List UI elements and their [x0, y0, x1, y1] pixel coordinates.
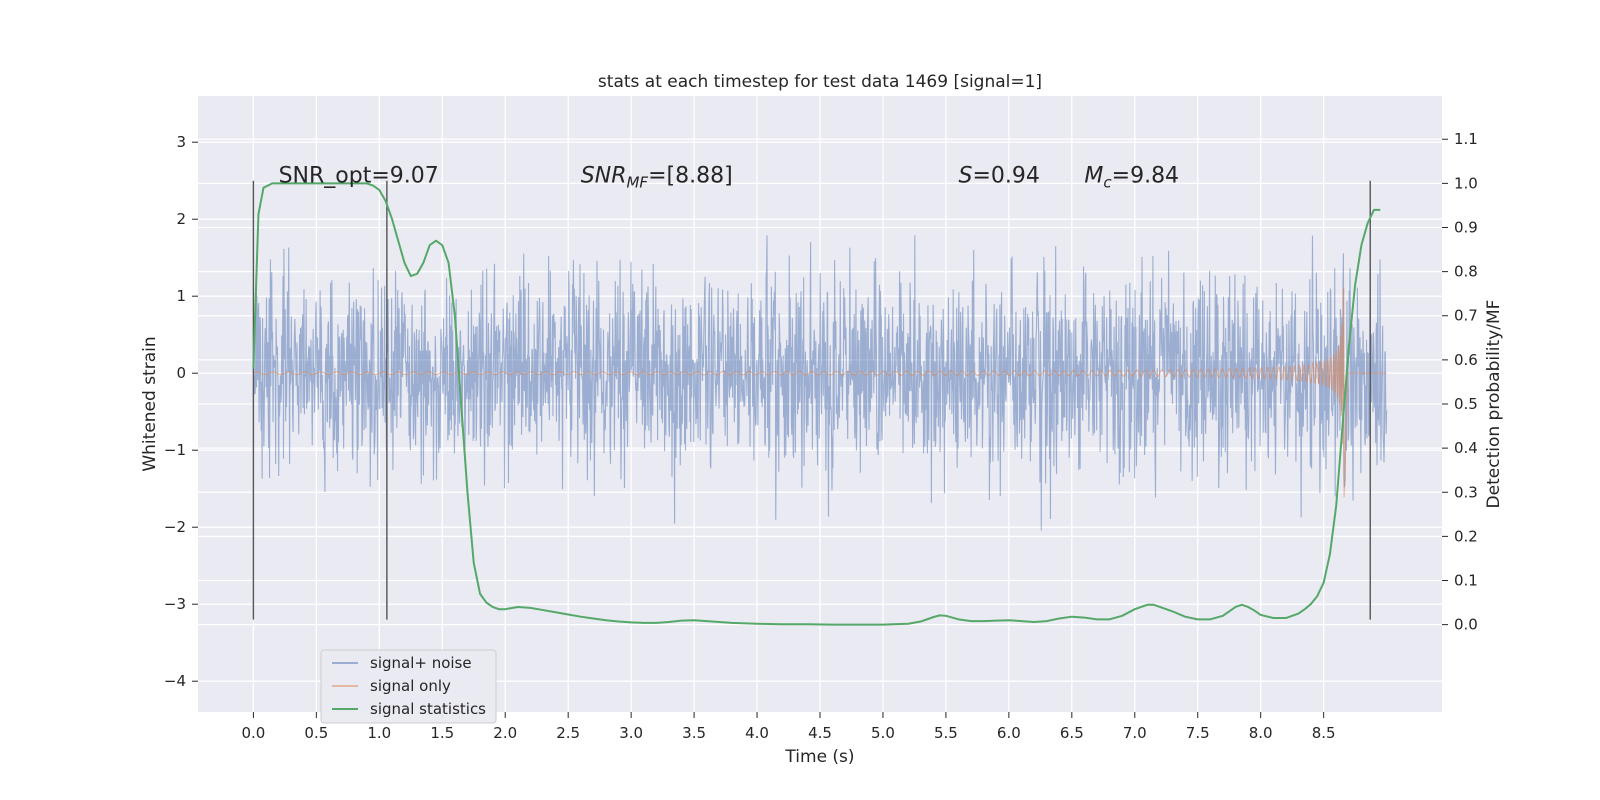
legend-label-signal-only: signal only	[370, 677, 451, 695]
legend: signal+ noise signal only signal statist…	[320, 649, 497, 724]
right-tick-label: 0.5	[1454, 395, 1478, 413]
x-tick-label: 6.0	[997, 724, 1021, 742]
annotation-text: SNR_opt=9.07	[279, 164, 439, 189]
right-tick-label: 1.1	[1454, 130, 1478, 148]
x-tick-label: 1.0	[367, 724, 391, 742]
right-tick-label: 0.0	[1454, 616, 1478, 634]
series-signal-plus-noise	[252, 235, 1388, 531]
x-tick-label: 7.0	[1123, 724, 1147, 742]
legend-label-signal-plus-noise: signal+ noise	[370, 654, 472, 672]
annotation-text: SNRMF=[8.88]	[581, 164, 733, 192]
y-tick-label: −3	[164, 595, 186, 613]
x-tick-label: 7.5	[1186, 724, 1210, 742]
right-axis-label: Detection probability/MF	[1484, 300, 1504, 509]
right-tick-label: 0.7	[1454, 307, 1478, 325]
x-tick-label: 6.5	[1060, 724, 1084, 742]
x-axis-ticks: 0.0 0.5 1.0 1.5 2.0 2.5 3.0 3.5 4.0 4.5 5.0 5.5 6.0 6…	[241, 712, 1336, 742]
event-markers	[252, 180, 1371, 620]
y-tick-label: −1	[164, 441, 186, 459]
x-tick-label: 3.5	[682, 724, 706, 742]
right-tick-label: 0.3	[1454, 483, 1478, 501]
right-tick-label: 1.0	[1454, 174, 1478, 192]
annotation-text: S=0.94	[959, 164, 1040, 189]
annotation-text: Mc=9.84	[1084, 164, 1179, 192]
legend-label-signal-statistics: signal statistics	[370, 700, 486, 718]
x-tick-label: 2.0	[493, 724, 517, 742]
x-tick-label: 4.5	[808, 724, 832, 742]
series-signal-only	[253, 288, 1387, 498]
y-tick-label: 0	[176, 364, 186, 382]
chart-title: stats at each timestep for test data 146…	[598, 72, 1042, 92]
y-tick-label: −2	[164, 518, 186, 536]
y-axis-ticks: −4 −3 −2 −1 0 1 2 3	[164, 133, 198, 690]
y-tick-label: −4	[164, 672, 186, 690]
y-tick-label: 3	[176, 133, 186, 151]
right-axis-ticks: 0.0 0.1 0.2 0.3 0.4 0.5 0.6 0.7 0.8 0.9 1.0 1.1	[1442, 130, 1478, 634]
signal-only-line	[253, 288, 1387, 498]
legend-box	[320, 649, 497, 724]
x-tick-label: 4.0	[745, 724, 769, 742]
x-tick-label: 5.0	[871, 724, 895, 742]
right-tick-label: 0.2	[1454, 527, 1478, 545]
x-tick-label: 5.5	[934, 724, 958, 742]
right-tick-label: 0.4	[1454, 439, 1478, 457]
x-tick-label: 1.5	[430, 724, 454, 742]
x-tick-label: 8.0	[1249, 724, 1273, 742]
signal-statistics-line	[252, 182, 1381, 626]
signal-plus-noise-line	[252, 235, 1388, 531]
series-signal-statistics	[252, 182, 1381, 626]
y-axis-label: Whitened strain	[140, 336, 160, 471]
x-tick-label: 2.5	[556, 724, 580, 742]
y-tick-label: 2	[176, 210, 186, 228]
annotations: SNR_opt=9.07 SNRMF=[8.88] S=0.94 Mc=9.84	[279, 164, 1179, 192]
right-tick-label: 0.6	[1454, 351, 1478, 369]
y-tick-label: 1	[176, 287, 186, 305]
x-tick-label: 0.0	[241, 724, 265, 742]
right-tick-label: 0.9	[1454, 218, 1478, 236]
x-tick-label: 0.5	[304, 724, 328, 742]
right-tick-label: 0.1	[1454, 572, 1478, 590]
right-tick-label: 0.8	[1454, 263, 1478, 281]
x-axis-label: Time (s)	[784, 747, 854, 767]
x-tick-label: 3.0	[619, 724, 643, 742]
x-tick-label: 8.5	[1312, 724, 1336, 742]
